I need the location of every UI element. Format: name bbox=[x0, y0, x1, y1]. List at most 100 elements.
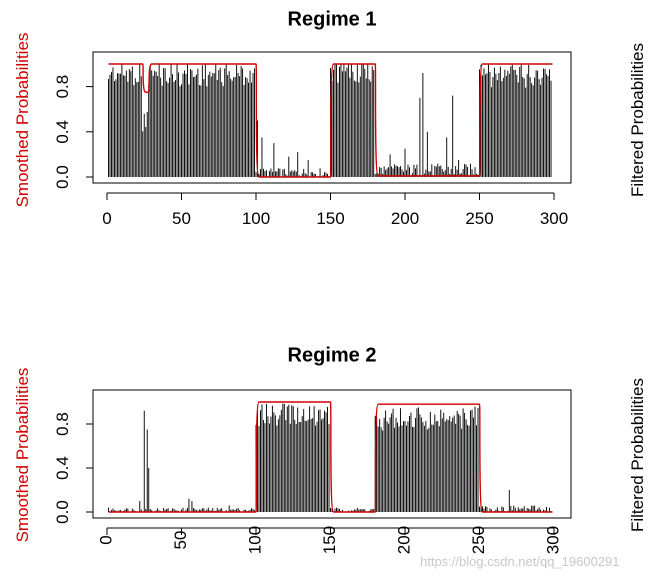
bar bbox=[516, 74, 518, 177]
bar bbox=[140, 76, 142, 177]
bar bbox=[295, 424, 297, 512]
bar bbox=[231, 80, 233, 177]
bar bbox=[324, 410, 326, 512]
bar bbox=[461, 173, 463, 177]
bar bbox=[443, 171, 445, 177]
bar bbox=[531, 83, 533, 177]
bar bbox=[373, 70, 375, 177]
bar bbox=[492, 77, 494, 177]
bar bbox=[470, 410, 472, 512]
chart-title: Regime 1 bbox=[288, 8, 377, 30]
bar bbox=[331, 81, 333, 177]
bar bbox=[131, 66, 133, 177]
bar bbox=[115, 79, 117, 177]
bar bbox=[465, 164, 467, 177]
y-tick-label: 0.4 bbox=[53, 456, 72, 480]
bar bbox=[386, 421, 388, 512]
bar bbox=[397, 422, 399, 512]
bar bbox=[158, 510, 160, 512]
bar bbox=[437, 163, 439, 177]
bar bbox=[248, 82, 250, 177]
bar bbox=[514, 507, 516, 512]
bar bbox=[191, 501, 193, 512]
bar bbox=[490, 509, 492, 512]
bar bbox=[395, 417, 397, 512]
bar bbox=[371, 509, 373, 512]
bar bbox=[413, 164, 415, 177]
bar bbox=[265, 170, 267, 177]
bar bbox=[164, 509, 166, 512]
bar bbox=[403, 171, 404, 177]
bar bbox=[191, 70, 193, 177]
bar bbox=[510, 506, 512, 512]
bar bbox=[246, 78, 248, 177]
bar bbox=[431, 424, 433, 512]
bar bbox=[470, 163, 472, 177]
bar bbox=[145, 127, 147, 177]
bar bbox=[535, 70, 537, 177]
bar bbox=[139, 501, 141, 512]
bar bbox=[495, 509, 497, 512]
bar bbox=[435, 421, 437, 512]
bar bbox=[143, 113, 145, 177]
x-tick-label: 50 bbox=[171, 531, 190, 550]
bar bbox=[176, 64, 178, 177]
y-axis-label-left: Smoothed Probabilities bbox=[13, 368, 32, 543]
bar bbox=[374, 173, 376, 177]
bar bbox=[218, 70, 220, 177]
bar bbox=[310, 172, 312, 177]
bar bbox=[429, 171, 431, 177]
bar bbox=[276, 425, 278, 512]
bar bbox=[130, 71, 132, 177]
bar bbox=[209, 71, 211, 177]
bar bbox=[398, 167, 400, 177]
bar bbox=[216, 507, 218, 512]
bar bbox=[143, 410, 145, 512]
bar bbox=[413, 427, 415, 512]
bar bbox=[260, 410, 261, 512]
bar bbox=[547, 76, 549, 177]
bar bbox=[404, 421, 406, 512]
bar bbox=[482, 506, 483, 512]
bar bbox=[303, 168, 305, 177]
bar bbox=[540, 509, 542, 512]
bar bbox=[137, 81, 139, 177]
bar bbox=[426, 429, 428, 512]
bar bbox=[289, 423, 291, 512]
bar bbox=[298, 422, 300, 512]
bar bbox=[255, 171, 257, 177]
y-axis-label-right: Filtered Probabilities bbox=[628, 43, 647, 197]
bar bbox=[164, 68, 166, 177]
bar bbox=[225, 510, 227, 512]
bar bbox=[292, 406, 294, 512]
bar bbox=[483, 508, 485, 512]
bar bbox=[270, 416, 272, 512]
bar bbox=[341, 509, 343, 512]
bar bbox=[261, 404, 263, 512]
bar bbox=[175, 80, 177, 177]
bar bbox=[483, 68, 485, 177]
bar bbox=[464, 163, 466, 177]
bar bbox=[313, 173, 315, 177]
bar bbox=[389, 417, 391, 512]
bar bbox=[388, 423, 390, 512]
bar bbox=[319, 168, 321, 177]
y-axis-label-left: Smoothed Probabilities bbox=[13, 33, 32, 208]
bar bbox=[456, 169, 458, 177]
bar bbox=[139, 64, 141, 177]
bar bbox=[462, 408, 464, 512]
bar bbox=[371, 66, 373, 177]
bar bbox=[365, 78, 367, 177]
bar bbox=[309, 406, 311, 512]
bar bbox=[134, 78, 136, 177]
bar bbox=[528, 508, 530, 512]
bar bbox=[426, 131, 428, 177]
y-tick-label: 0.8 bbox=[53, 75, 72, 99]
bar bbox=[505, 75, 507, 177]
bar bbox=[367, 64, 369, 177]
bar bbox=[428, 171, 430, 177]
bar bbox=[239, 76, 241, 177]
bar bbox=[489, 508, 491, 512]
bar bbox=[356, 507, 358, 512]
bar bbox=[172, 508, 174, 512]
